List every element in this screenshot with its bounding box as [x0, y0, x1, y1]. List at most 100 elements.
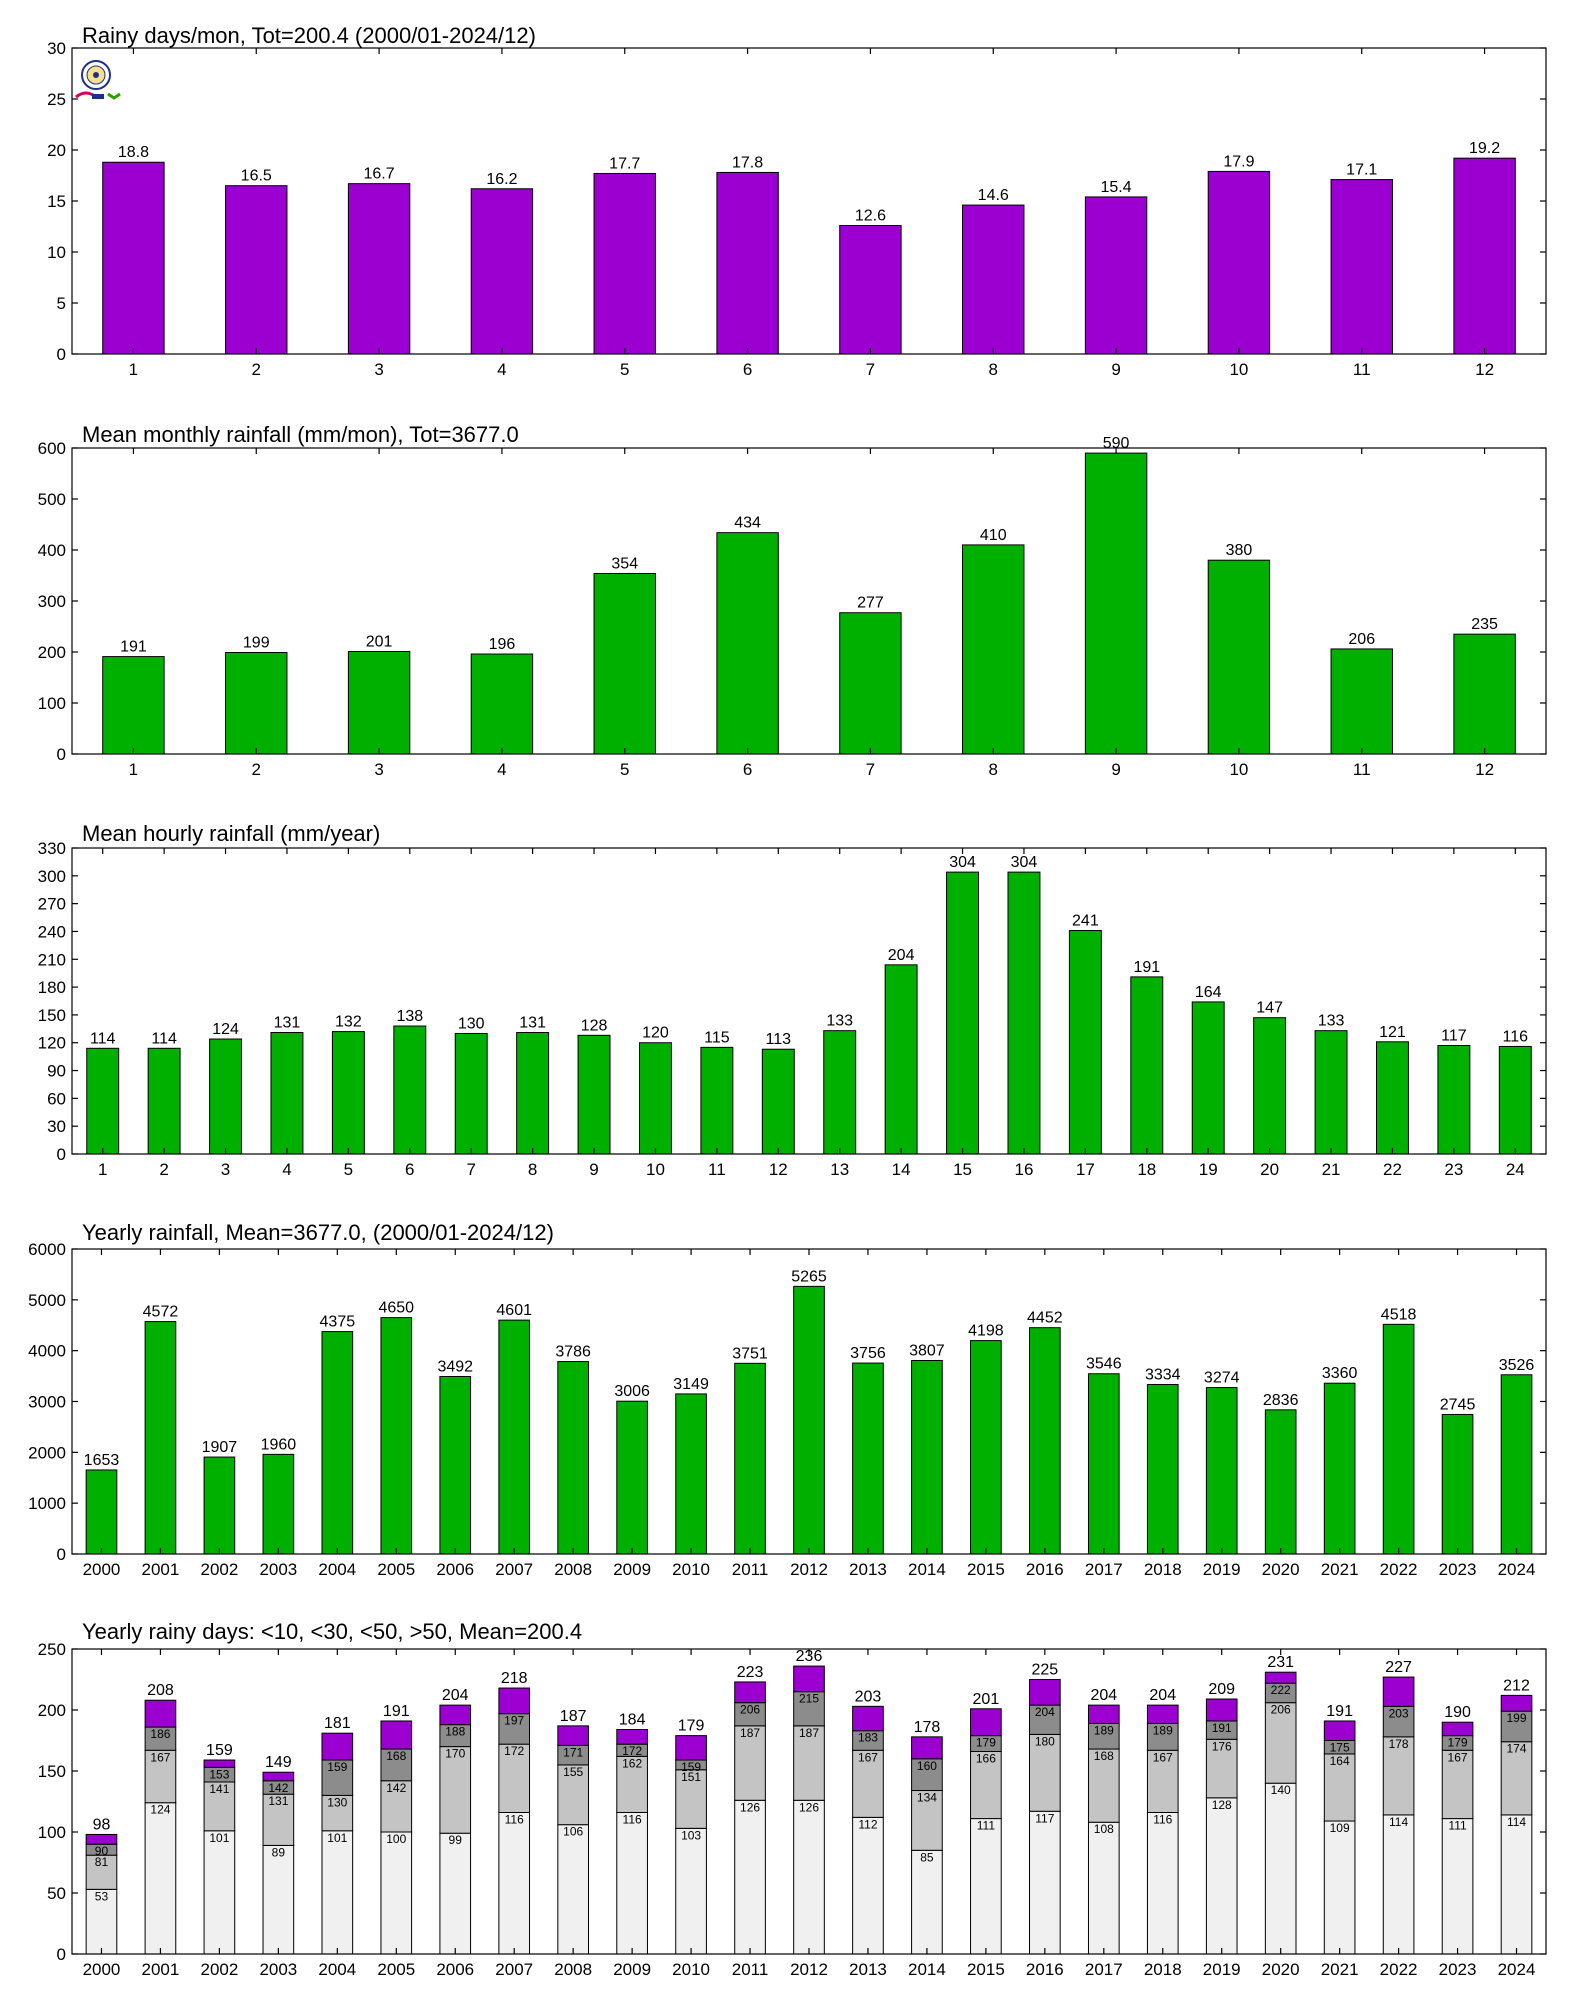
y-tick-label: 2000 [28, 1443, 66, 1462]
x-tick-label: 2023 [1439, 1960, 1477, 1979]
value-label: 4601 [496, 1302, 532, 1319]
value-label: 117 [1441, 1028, 1467, 1045]
x-tick-label: 13 [830, 1160, 849, 1179]
value-label: 131 [519, 1015, 546, 1032]
stack-segment-4 [1500, 1694, 1533, 1712]
segment-label: 116 [505, 1812, 524, 1826]
bar [911, 1359, 943, 1555]
x-tick-label: 14 [892, 1160, 911, 1179]
y-tick-label: 200 [38, 1701, 66, 1720]
segment-label: 111 [1448, 1819, 1467, 1833]
stack-segment-4 [675, 1735, 707, 1761]
stack-segment-1 [144, 1802, 177, 1955]
y-tick-label: 250 [38, 1640, 66, 1659]
x-tick-label: 2016 [1026, 1960, 1064, 1979]
value-label: 3334 [1145, 1367, 1181, 1384]
x-tick-label: 8 [528, 1160, 537, 1179]
segment-label: 151 [681, 1770, 701, 1784]
y-tick-label: 0 [57, 345, 66, 364]
bar [439, 1375, 472, 1555]
x-tick-label: 2005 [377, 1960, 415, 1979]
bar [331, 1031, 365, 1155]
segment-label: 172 [622, 1744, 642, 1758]
x-tick-label: 2002 [200, 1960, 238, 1979]
bar [1382, 1323, 1415, 1555]
y-tick-label: 30 [47, 1117, 66, 1136]
stack-segment-4 [557, 1725, 589, 1746]
x-tick-label: 2010 [672, 1960, 710, 1979]
chart-yearly-rainfall: Yearly rainfall, Mean=3677.0, (2000/01-2… [28, 1220, 1547, 1579]
x-tick-label: 11 [1353, 760, 1371, 779]
segment-label: 189 [1094, 1723, 1114, 1737]
segment-label: 204 [1035, 1705, 1055, 1719]
bar [1323, 1382, 1356, 1555]
bar [1264, 1409, 1297, 1555]
bar [1207, 559, 1271, 755]
x-tick-label: 15 [953, 1160, 972, 1179]
value-label: 164 [1195, 984, 1222, 1001]
stack-segment-4 [793, 1665, 825, 1693]
y-tick-label: 0 [57, 745, 66, 764]
bar [1441, 1413, 1474, 1555]
value-label: 201 [366, 633, 393, 650]
stack-segment-4 [144, 1699, 177, 1728]
x-tick-label: 2014 [908, 1560, 946, 1579]
segment-label: 189 [1153, 1723, 1173, 1737]
stack-segment-1 [321, 1830, 354, 1955]
chart-title: Mean hourly rainfall (mm/year) [82, 821, 380, 846]
segment-label: 179 [1448, 1736, 1468, 1750]
stack-segment-4 [970, 1708, 1002, 1737]
bar [262, 1453, 295, 1555]
value-label: 4518 [1381, 1306, 1417, 1323]
x-tick-label: 2015 [967, 1960, 1005, 1979]
value-label: 18.8 [118, 144, 149, 161]
bar [946, 871, 980, 1155]
y-tick-label: 150 [38, 1762, 66, 1781]
x-tick-label: 1 [129, 760, 138, 779]
total-label: 191 [383, 1703, 410, 1720]
x-tick-label: 2001 [142, 1560, 180, 1579]
y-tick-label: 120 [38, 1034, 66, 1053]
segment-label: 101 [327, 1831, 347, 1845]
x-tick-label: 2012 [790, 1560, 828, 1579]
value-label: 2745 [1440, 1396, 1476, 1413]
stack-segment-1 [85, 1888, 118, 1955]
y-tick-label: 30 [47, 39, 66, 58]
x-tick-label: 17 [1076, 1160, 1095, 1179]
bar [225, 652, 288, 755]
x-tick-label: 6 [743, 760, 752, 779]
segment-label: 186 [150, 1727, 170, 1741]
bar [700, 1046, 734, 1155]
x-tick-label: 2009 [613, 1960, 651, 1979]
x-tick-label: 3 [374, 360, 383, 379]
value-label: 4650 [378, 1300, 414, 1317]
plot-frame [71, 1648, 1547, 1955]
y-tick-label: 1000 [28, 1494, 66, 1513]
value-label: 17.9 [1223, 153, 1254, 170]
segment-label: 116 [623, 1812, 642, 1826]
x-tick-label: 4 [497, 760, 506, 779]
x-tick-label: 2022 [1380, 1560, 1418, 1579]
bar [470, 653, 534, 755]
segment-label: 126 [799, 1800, 819, 1814]
value-label: 3274 [1204, 1370, 1240, 1387]
stack-segment-1 [1382, 1814, 1415, 1955]
stack-segment-3 [911, 1758, 943, 1792]
stack-segment-2 [1029, 1733, 1061, 1812]
bar [1205, 1387, 1238, 1555]
segment-label: 172 [504, 1744, 524, 1758]
total-label: 149 [265, 1754, 292, 1771]
y-tick-label: 90 [47, 1062, 66, 1081]
x-tick-label: 2020 [1262, 1560, 1300, 1579]
x-tick-label: 2006 [436, 1560, 474, 1579]
stack-segment-1 [1146, 1811, 1179, 1955]
total-label: 184 [619, 1712, 646, 1729]
x-tick-label: 2011 [732, 1960, 769, 1979]
segment-label: 140 [1271, 1783, 1291, 1797]
segment-label: 222 [1271, 1683, 1291, 1697]
x-tick-label: 6 [405, 1160, 414, 1179]
stack-segment-2 [1264, 1702, 1297, 1784]
value-label: 17.8 [732, 154, 763, 171]
x-tick-label: 2007 [495, 1960, 533, 1979]
